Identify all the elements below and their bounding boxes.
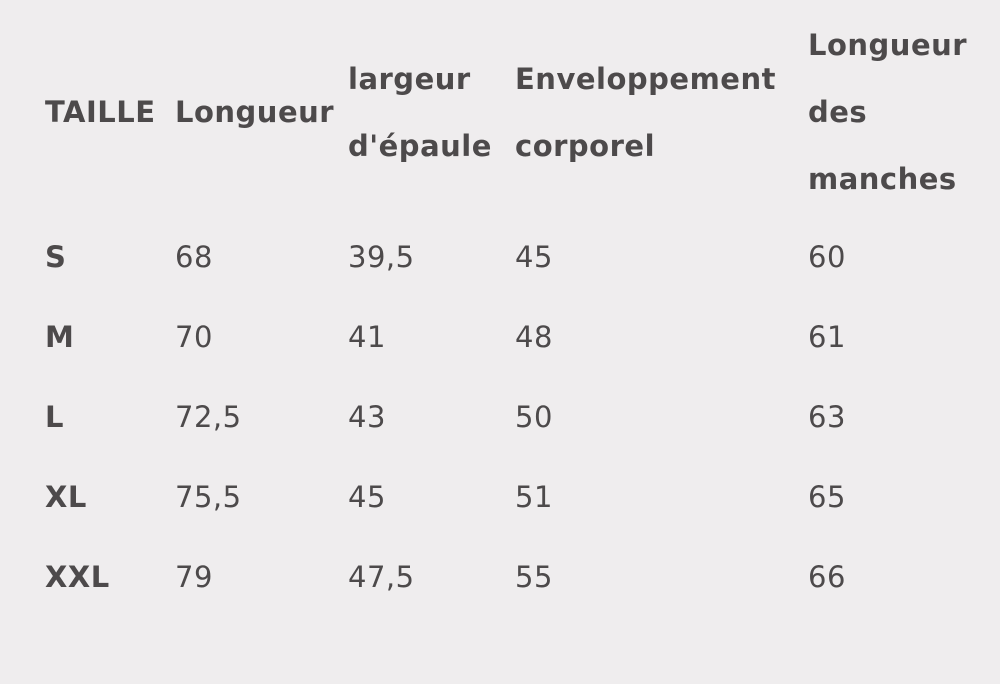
value-cell: 65 — [808, 480, 846, 514]
value-cell: 55 — [515, 560, 553, 594]
value-cell: 60 — [808, 240, 846, 274]
header-row: TAILLE Longueur largeur d'épaule Enveloppem… — [45, 8, 993, 217]
value-cell: 41 — [348, 320, 386, 354]
value-cell: 43 — [348, 400, 386, 434]
value-cell: 47,5 — [348, 560, 415, 594]
size-cell: XXL — [45, 560, 110, 594]
table-body: S 68 39,5 45 60 M 70 41 48 61 L 72,5 43 50 63 XL 75,5 45 5… — [45, 217, 993, 617]
header-cell: largeur d'épaule — [348, 61, 492, 163]
value-cell: 70 — [175, 320, 213, 354]
size-cell: M — [45, 320, 75, 354]
value-cell: 61 — [808, 320, 846, 354]
size-cell: L — [45, 400, 64, 434]
table-row: XXL 79 47,5 55 66 — [45, 537, 993, 617]
table-row: L 72,5 43 50 63 — [45, 377, 993, 457]
value-cell: 75,5 — [175, 480, 242, 514]
value-cell: 50 — [515, 400, 553, 434]
value-cell: 39,5 — [348, 240, 415, 274]
size-cell: XL — [45, 480, 87, 514]
value-cell: 72,5 — [175, 400, 242, 434]
header-cell: Longueur — [175, 95, 335, 129]
size-cell: S — [45, 240, 67, 274]
table-row: XL 75,5 45 51 65 — [45, 457, 993, 537]
size-table: TAILLE Longueur largeur d'épaule Enveloppem… — [45, 8, 993, 617]
table-row: S 68 39,5 45 60 — [45, 217, 993, 297]
header-cell: TAILLE — [45, 95, 156, 129]
value-cell: 51 — [515, 480, 553, 514]
value-cell: 79 — [175, 560, 213, 594]
value-cell: 63 — [808, 400, 846, 434]
value-cell: 45 — [515, 240, 553, 274]
header-cell: Longueur des manches — [808, 28, 968, 196]
table-row: M 70 41 48 61 — [45, 297, 993, 377]
value-cell: 45 — [348, 480, 386, 514]
value-cell: 48 — [515, 320, 553, 354]
value-cell: 66 — [808, 560, 846, 594]
header-cell: Enveloppement corporel — [515, 61, 776, 163]
value-cell: 68 — [175, 240, 213, 274]
